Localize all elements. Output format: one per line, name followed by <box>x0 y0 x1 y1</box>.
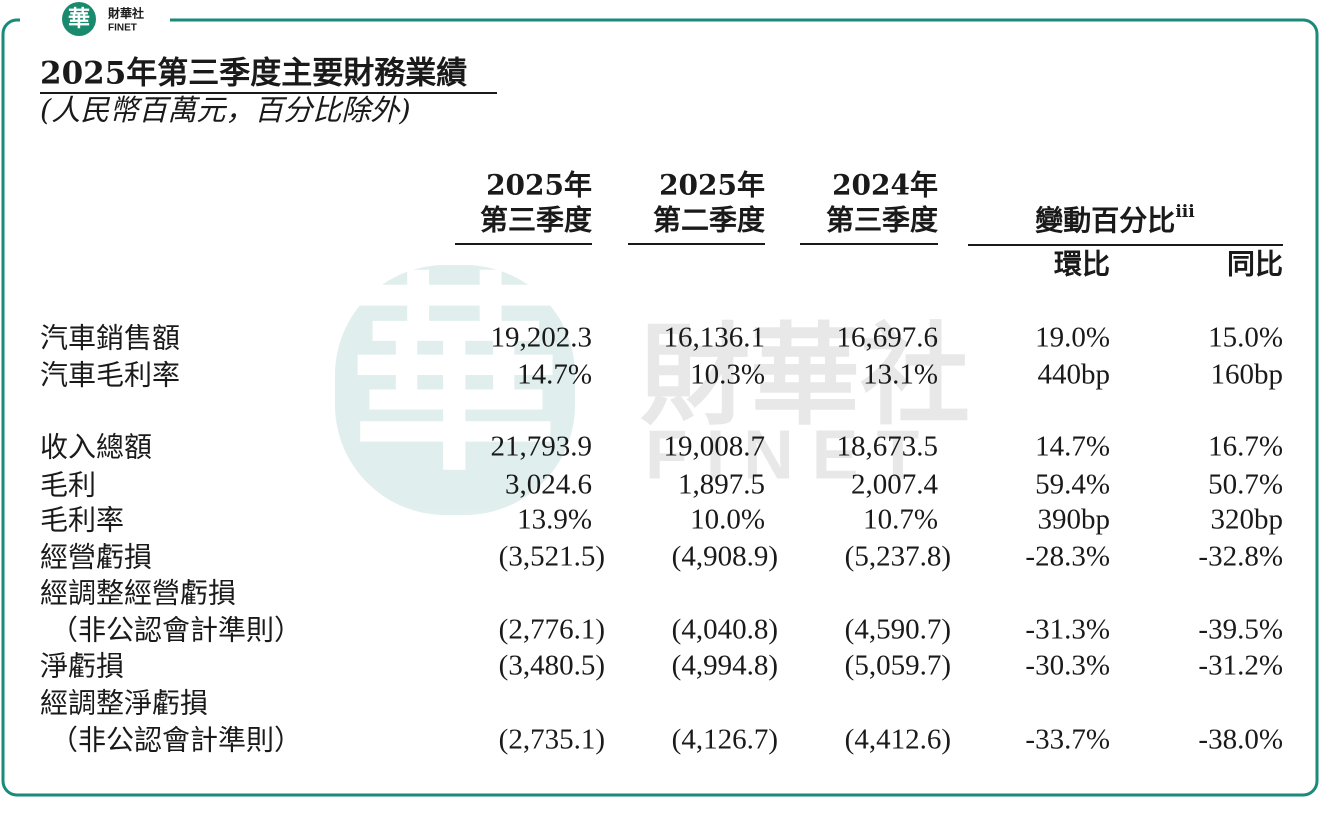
change-subheader: 環比 <box>1054 248 1110 281</box>
watermark-name: 財華社 <box>640 311 970 440</box>
row-label: 經營虧損 <box>40 541 152 574</box>
cell-value: (2,776.1) <box>499 614 605 646</box>
logo-mark: 華 <box>68 6 90 32</box>
row-label: 經調整經營虧損 <box>40 577 236 610</box>
cell-value: 15.0% <box>1208 322 1283 354</box>
cell-value: (2,735.1) <box>499 724 605 756</box>
cell-value: -39.5% <box>1198 614 1283 646</box>
cell-value: (4,126.7) <box>672 724 778 756</box>
cell-value: -31.3% <box>1025 614 1110 646</box>
cell-value: (3,521.5) <box>499 541 605 573</box>
cell-value: 16,136.1 <box>664 322 766 354</box>
row-label: 毛利率 <box>40 504 124 537</box>
cell-value: 19.0% <box>1035 322 1110 354</box>
column-header: 2024年 <box>832 169 938 202</box>
cell-value: 21,793.9 <box>491 431 593 463</box>
cell-value: 59.4% <box>1035 469 1110 501</box>
row-label: 收入總額 <box>40 431 152 464</box>
cell-value: 1,897.5 <box>678 469 765 501</box>
cell-value: 18,673.5 <box>837 431 939 463</box>
column-header: 第三季度 <box>826 204 938 237</box>
cell-value: 10.7% <box>863 504 938 536</box>
column-header: 2025年 <box>659 169 765 202</box>
frame <box>1 18 1319 797</box>
watermark-latin: FINET <box>645 415 937 493</box>
cell-value: 10.3% <box>690 359 765 391</box>
cell-value: 14.7% <box>517 359 592 391</box>
watermark-badge <box>335 265 575 515</box>
row-label: 毛利 <box>40 469 96 502</box>
cell-value: 160bp <box>1211 359 1284 391</box>
cell-value: 2,007.4 <box>851 469 939 501</box>
cell-value: (4,994.8) <box>672 650 778 682</box>
cell-value: 19,202.3 <box>491 322 593 354</box>
cell-value: (4,412.6) <box>845 724 951 756</box>
cell-value: -28.3% <box>1025 541 1110 573</box>
logo-latin: FINET <box>108 23 137 34</box>
logo-badge <box>62 2 96 36</box>
row-label: 經調整淨虧損 <box>40 687 208 720</box>
row-label: （非公認會計準則） <box>50 724 302 757</box>
row-label: 汽車銷售額 <box>40 322 180 355</box>
watermark: 華 財華社 FINET <box>335 253 970 515</box>
change-label: 變動百分比 <box>1035 204 1175 237</box>
cell-value: -32.8% <box>1198 541 1283 573</box>
cell-value: 440bp <box>1038 359 1111 391</box>
cell-value: -38.0% <box>1198 724 1283 756</box>
cell-value: 390bp <box>1038 504 1111 536</box>
cell-value: 13.9% <box>517 504 592 536</box>
logo-name: 財華社 <box>107 6 144 21</box>
cell-value: 50.7% <box>1208 469 1283 501</box>
cell-value: 10.0% <box>690 504 765 536</box>
column-header: 第三季度 <box>480 204 592 237</box>
change-note: iii <box>1175 202 1195 222</box>
title: 2025年第三季度主要財務業績 <box>40 56 467 92</box>
cell-value: 320bp <box>1211 504 1284 536</box>
column-header: 第二季度 <box>653 204 765 237</box>
cell-value: 16,697.6 <box>837 322 939 354</box>
change-header: 變動百分比iii <box>1035 202 1195 237</box>
cell-value: (5,237.8) <box>845 541 951 573</box>
cell-value: 16.7% <box>1208 431 1283 463</box>
row-label: 淨虧損 <box>40 650 124 683</box>
cell-value: 14.7% <box>1035 431 1110 463</box>
row-label: 汽車毛利率 <box>40 359 180 392</box>
cell-value: (5,059.7) <box>845 650 951 682</box>
cell-value: 13.1% <box>863 359 938 391</box>
cell-value: (4,590.7) <box>845 614 951 646</box>
cell-value: 3,024.6 <box>505 469 592 501</box>
cell-value: (4,040.8) <box>672 614 778 646</box>
cell-value: 19,008.7 <box>664 431 766 463</box>
column-header: 2025年 <box>486 169 592 202</box>
change-subheader: 同比 <box>1227 248 1283 281</box>
cell-value: -33.7% <box>1025 724 1110 756</box>
row-label: （非公認會計準則） <box>50 614 302 647</box>
cell-value: (4,908.9) <box>672 541 778 573</box>
cell-value: (3,480.5) <box>499 650 605 682</box>
watermark-mark: 華 <box>350 253 560 500</box>
cell-value: -30.3% <box>1025 650 1110 682</box>
cell-value: -31.2% <box>1198 650 1283 682</box>
subtitle: (人民幣百萬元，百分比除外) <box>40 93 411 127</box>
